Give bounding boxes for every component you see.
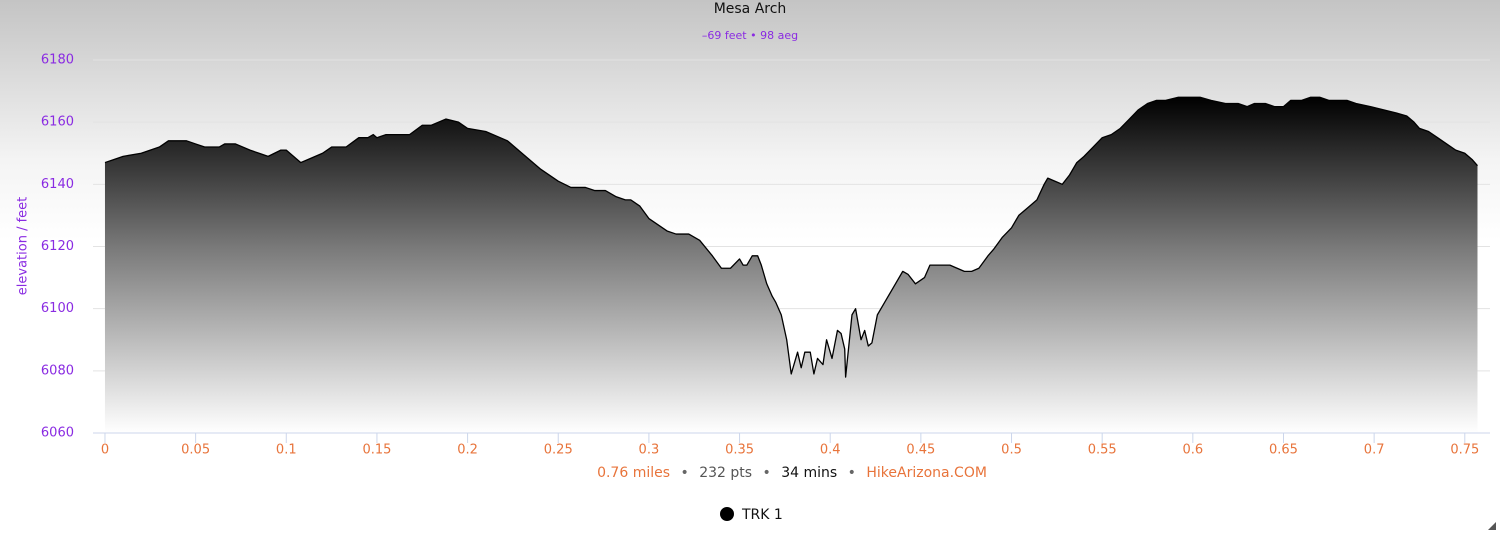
x-tick-label: 0.1 [276,443,297,458]
x-tick-label: 0.35 [725,443,754,458]
legend: TRK 1 [720,507,783,523]
x-tick-label: 0.4 [820,443,841,458]
y-tick-label: 6060 [41,426,74,441]
y-tick-label: 6120 [41,239,74,254]
resize-handle [1488,522,1496,530]
footer-separator: • [763,465,771,481]
x-tick-label: 0.6 [1182,443,1203,458]
x-tick-label: 0.05 [181,443,210,458]
x-tick-label: 0.45 [906,443,935,458]
legend-label: TRK 1 [741,507,783,523]
footer: 0.76 miles • 232 pts • 34 mins • HikeAri… [597,465,987,481]
x-tick-label: 0.15 [362,443,391,458]
area [104,97,1478,434]
x-tick-label: 0.3 [639,443,660,458]
chart-title: Mesa Arch [714,1,787,17]
x-tick-label: 0.55 [1088,443,1117,458]
x-tick-label: 0.25 [544,443,573,458]
y-tick-label: 6160 [41,115,74,130]
footer-item: 0.76 miles [597,465,670,481]
x-tick-label: 0.75 [1450,443,1479,458]
y-tick-label: 6140 [41,177,74,192]
x-tick-label: 0.7 [1364,443,1385,458]
x-tick-label: 0.2 [457,443,478,458]
y-tick-label: 6100 [41,301,74,316]
y-tick-label: 6180 [41,53,74,68]
footer-item: 34 mins [781,465,837,481]
x-tick-label: 0 [101,443,109,458]
x-tick-label: 0.5 [1001,443,1022,458]
footer-separator: • [680,465,688,481]
chart-subtitle: –69 feet • 98 aeg [702,29,798,42]
line [104,96,1478,378]
footer-item: HikeArizona.COM [866,465,987,481]
legend-marker [720,507,734,521]
footer-separator: • [848,465,856,481]
y-tick-label: 6080 [41,363,74,378]
x-tick-label: 0.65 [1269,443,1298,458]
footer-item: 232 pts [699,465,752,481]
y-axis-title: elevation / feet [16,197,31,295]
